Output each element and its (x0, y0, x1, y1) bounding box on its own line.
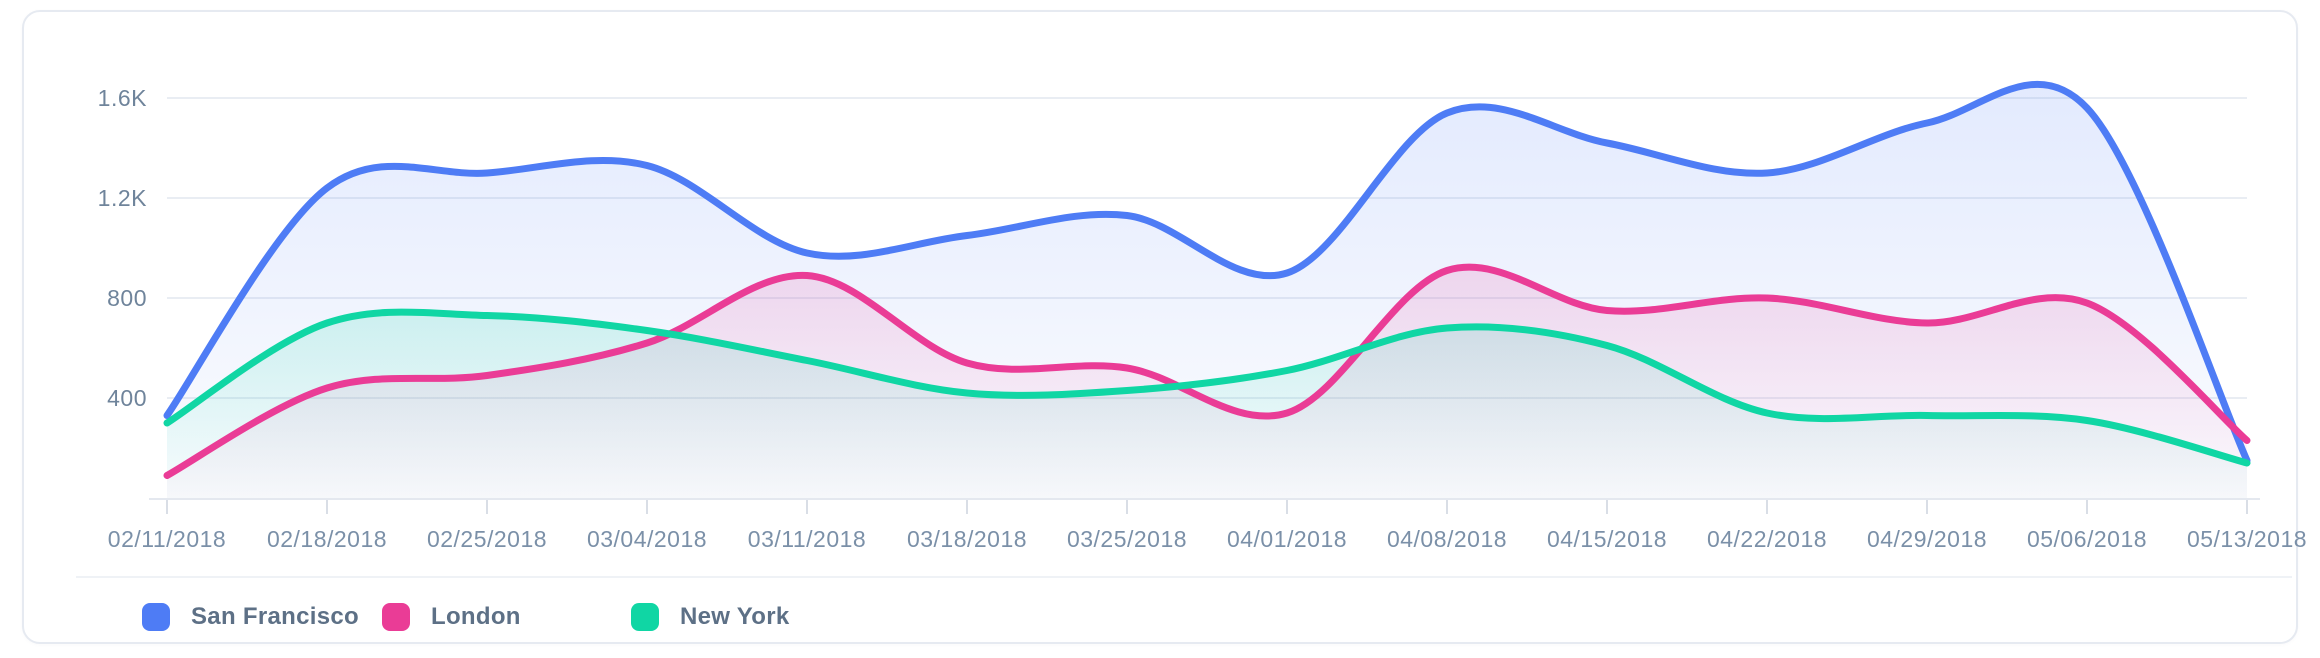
legend-item-san-francisco[interactable]: San Francisco (142, 602, 359, 632)
x-axis-label: 04/15/2018 (1546, 526, 1668, 552)
legend-label: San Francisco (191, 603, 359, 630)
legend-swatch-icon (631, 603, 659, 631)
series-line-new-york[interactable] (163, 308, 2251, 467)
x-axis-label: 03/18/2018 (906, 526, 1028, 552)
series-line-london[interactable] (163, 263, 2251, 479)
series-area-new-york (167, 312, 2247, 498)
y-axis-label: 400 (107, 385, 147, 411)
x-axis-label: 02/25/2018 (426, 526, 548, 552)
y-axis-label: 1.6K (97, 85, 147, 111)
series-line-san-francisco[interactable] (163, 80, 2251, 464)
x-axis-label: 02/18/2018 (266, 526, 388, 552)
legend-item-new-york[interactable]: New York (631, 602, 790, 632)
x-axis-label: 05/06/2018 (2026, 526, 2148, 552)
x-axis-label: 04/01/2018 (1226, 526, 1348, 552)
x-axis-label: 03/04/2018 (586, 526, 708, 552)
legend-label: New York (680, 603, 790, 630)
legend-swatch-icon (382, 603, 410, 631)
chart-card: 400 800 1.2K 1.6K 02/11/2018 02/18/2018 02/25… (22, 10, 2307, 644)
x-axis-label: 04/22/2018 (1706, 526, 1828, 552)
x-axis-label: 04/29/2018 (1866, 526, 1988, 552)
x-axis-label: 05/13/2018 (2186, 526, 2308, 552)
legend-label: London (431, 603, 521, 630)
x-axis-label: 04/08/2018 (1386, 526, 1508, 552)
legend-item-london[interactable]: London (382, 602, 521, 632)
y-axis-label: 800 (107, 285, 147, 311)
x-axis-label: 03/11/2018 (747, 526, 867, 552)
x-axis-label: 02/11/2018 (107, 526, 227, 552)
x-axis-label: 03/25/2018 (1066, 526, 1188, 552)
legend-swatch-icon (142, 603, 170, 631)
area-line-chart (149, 80, 2260, 514)
legend-divider (76, 576, 2292, 578)
y-axis-label: 1.2K (97, 185, 147, 211)
